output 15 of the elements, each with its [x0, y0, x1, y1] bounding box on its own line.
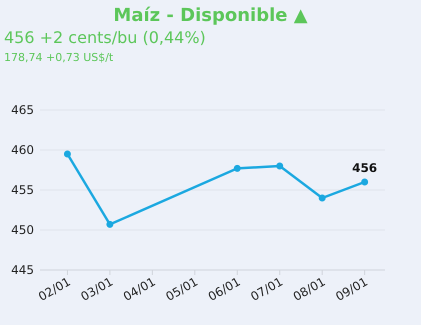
point	[106, 220, 114, 228]
text: 178,74 +0,73 US$/t	[4, 51, 114, 64]
point	[361, 178, 368, 186]
data-label: 456	[352, 161, 378, 175]
chart-subtitle: 456 +2 cents/bu (0,44%)	[4, 28, 206, 47]
point	[234, 164, 241, 172]
y-tick-label: 465	[11, 103, 34, 117]
point	[318, 194, 326, 202]
chart-title: Maíz - Disponible ▲	[113, 5, 308, 26]
y-tick-label: 450	[11, 223, 34, 237]
y-tick-label: 455	[11, 183, 34, 197]
y-tick-label: 445	[11, 263, 34, 277]
point	[64, 150, 71, 158]
y-tick-label: 460	[11, 143, 34, 157]
point	[276, 162, 284, 170]
